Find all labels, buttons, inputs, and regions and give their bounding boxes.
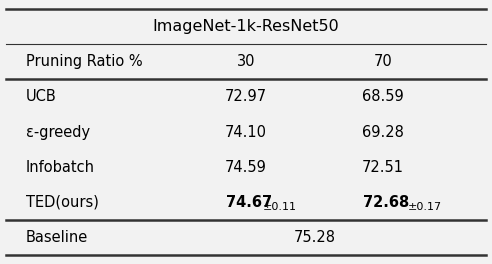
Text: ±0.17: ±0.17 xyxy=(407,202,442,212)
Text: ImageNet-1k-ResNet50: ImageNet-1k-ResNet50 xyxy=(153,19,339,34)
Text: ε-greedy: ε-greedy xyxy=(26,125,90,139)
Text: 69.28: 69.28 xyxy=(362,125,404,139)
Text: 72.68: 72.68 xyxy=(364,195,410,210)
Text: 30: 30 xyxy=(237,54,255,69)
Text: 75.28: 75.28 xyxy=(294,230,336,245)
Text: 74.59: 74.59 xyxy=(225,159,267,175)
Text: ±0.11: ±0.11 xyxy=(263,202,297,212)
Text: Pruning Ratio %: Pruning Ratio % xyxy=(26,54,143,69)
Text: TED(ours): TED(ours) xyxy=(26,195,99,210)
Text: 72.97: 72.97 xyxy=(225,89,267,105)
Text: 72.51: 72.51 xyxy=(362,159,404,175)
Text: Infobatch: Infobatch xyxy=(26,159,95,175)
Text: 68.59: 68.59 xyxy=(362,89,404,105)
Text: 74.67: 74.67 xyxy=(226,195,273,210)
Text: UCB: UCB xyxy=(26,89,57,105)
Text: 70: 70 xyxy=(373,54,392,69)
Text: 74.10: 74.10 xyxy=(225,125,267,139)
Text: Baseline: Baseline xyxy=(26,230,88,245)
